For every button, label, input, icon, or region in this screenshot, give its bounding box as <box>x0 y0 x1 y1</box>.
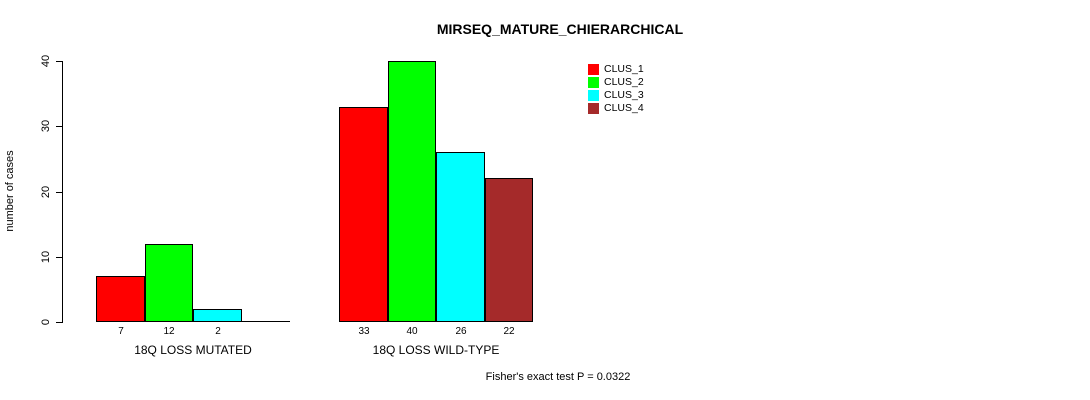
x-group-label: 18Q LOSS WILD-TYPE <box>372 343 500 357</box>
legend-row: CLUS_1 <box>588 63 644 75</box>
bar-clus-2-group1 <box>145 244 193 322</box>
y-axis-tick <box>56 61 63 62</box>
bar-clus-3-group2 <box>436 152 485 322</box>
fisher-test-annotation: Fisher's exact test P = 0.0322 <box>485 371 631 383</box>
bar-value-label: 22 <box>503 326 515 337</box>
legend-row: CLUS_3 <box>588 89 644 101</box>
bar-clus-1-group1 <box>96 276 145 322</box>
legend-swatch-clus_2 <box>588 76 599 88</box>
bar-clus-4-group1 <box>242 321 290 322</box>
bar-value-label: 12 <box>163 326 175 337</box>
y-tick-label: 40 <box>40 54 52 68</box>
bar-clus-4-group2 <box>485 178 533 322</box>
legend-swatch-clus_3 <box>588 89 599 101</box>
y-tick-label: 30 <box>40 119 52 133</box>
legend-swatch-clus_4 <box>588 102 599 114</box>
y-tick-label: 10 <box>40 250 52 264</box>
legend-label: CLUS_2 <box>604 76 644 88</box>
y-axis-tick <box>56 126 63 127</box>
y-axis-tick <box>56 322 63 323</box>
legend-label: CLUS_3 <box>604 89 644 101</box>
bar-clus-1-group2 <box>339 107 388 322</box>
bar-value-label: 40 <box>406 326 418 337</box>
legend-label: CLUS_4 <box>604 102 644 114</box>
x-group-label: 18Q LOSS MUTATED <box>134 343 252 357</box>
legend-swatch-clus_1 <box>588 63 599 75</box>
bar-value-label: 26 <box>455 326 467 337</box>
legend-row: CLUS_4 <box>588 102 644 114</box>
legend-label: CLUS_1 <box>604 63 644 75</box>
y-tick-label: 0 <box>40 318 52 326</box>
y-axis-tick <box>56 257 63 258</box>
bar-clus-2-group2 <box>388 61 436 322</box>
legend-row: CLUS_2 <box>588 76 644 88</box>
bar-value-label: 2 <box>215 326 221 337</box>
chart-title: MIRSEQ_MATURE_CHIERARCHICAL <box>436 21 684 37</box>
bar-value-label: 33 <box>358 326 370 337</box>
bar-value-label: 7 <box>118 326 124 337</box>
y-axis-label: number of cases <box>4 150 16 232</box>
y-tick-label: 20 <box>40 185 52 199</box>
bar-clus-3-group1 <box>193 309 242 322</box>
y-axis-tick <box>56 192 63 193</box>
